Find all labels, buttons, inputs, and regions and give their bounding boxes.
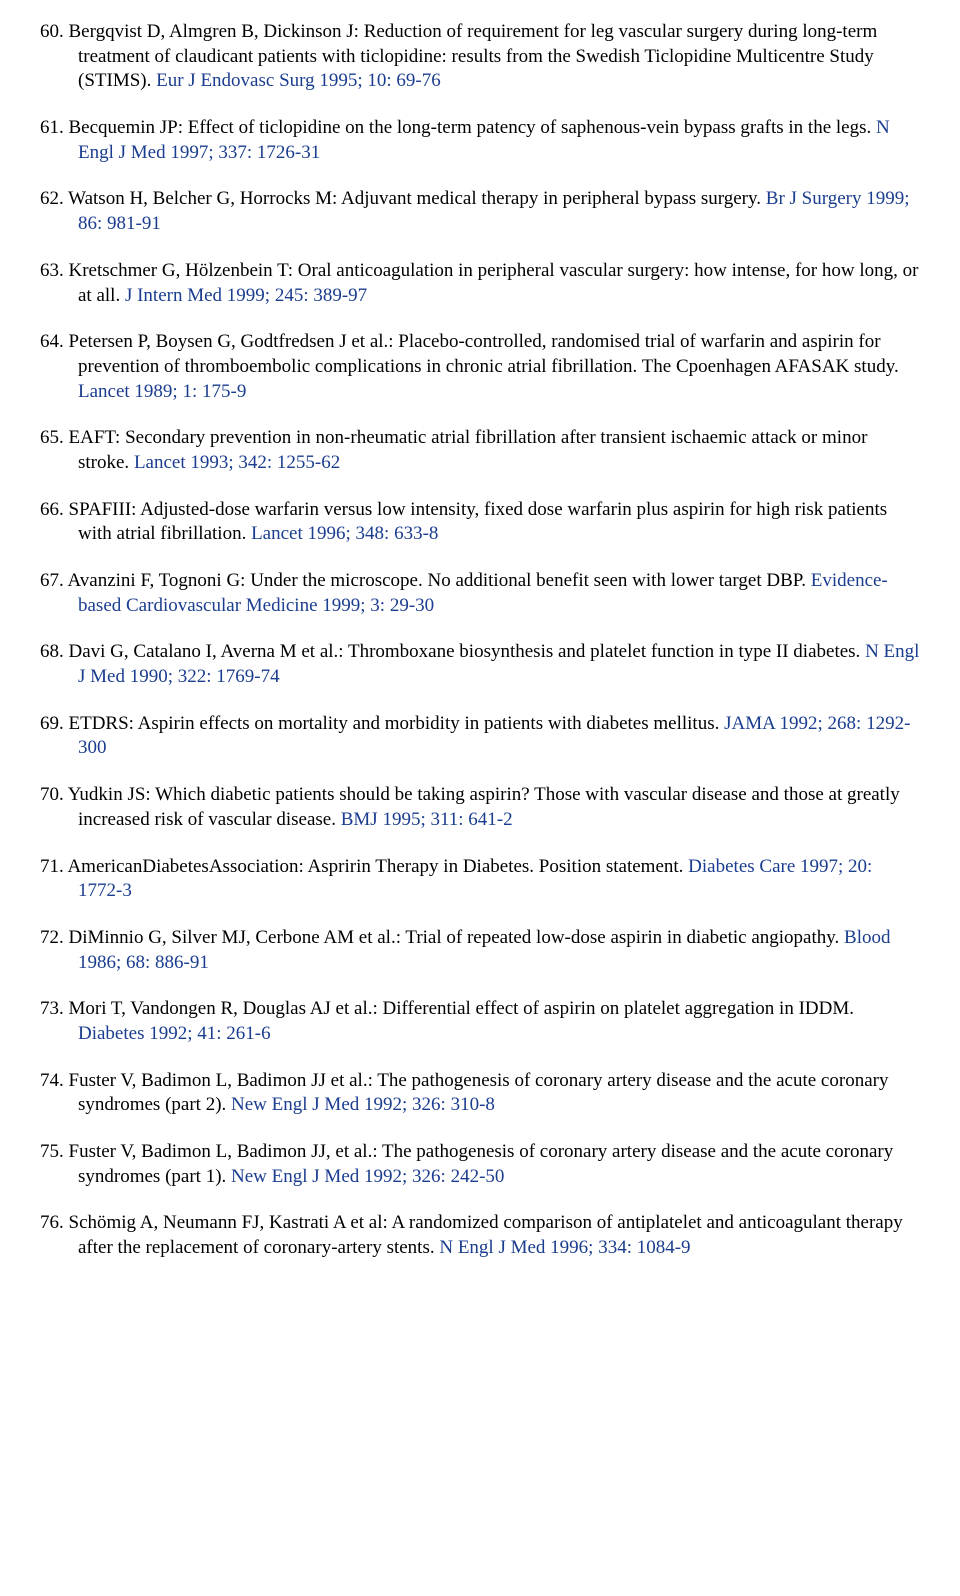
reference-item: 67. Avanzini F, Tognoni G: Under the mic…	[40, 569, 920, 618]
reference-number: 75.	[40, 1141, 64, 1162]
reference-item: 74. Fuster V, Badimon L, Badimon JJ et a…	[40, 1069, 920, 1118]
reference-text: AmericanDiabetesAssociation: Aspririn Th…	[67, 856, 688, 877]
reference-journal: Lancet 1996; 348: 633-8	[251, 523, 438, 544]
reference-item: 72. DiMinnio G, Silver MJ, Cerbone AM et…	[40, 926, 920, 975]
reference-item: 62. Watson H, Belcher G, Horrocks M: Adj…	[40, 187, 920, 236]
reference-journal: J Intern Med 1999; 245: 389-97	[125, 285, 367, 306]
reference-item: 61. Becquemin JP: Effect of ticlopidine …	[40, 116, 920, 165]
reference-journal: Lancet 1989; 1: 175-9	[78, 381, 246, 402]
reference-number: 72.	[40, 927, 64, 948]
reference-number: 71.	[40, 856, 64, 877]
reference-item: 71. AmericanDiabetesAssociation: Aspriri…	[40, 855, 920, 904]
reference-journal: Diabetes 1992; 41: 261-6	[78, 1023, 271, 1044]
reference-number: 69.	[40, 713, 64, 734]
reference-journal: N Engl J Med 1996; 334: 1084-9	[439, 1237, 690, 1258]
reference-number: 65.	[40, 427, 64, 448]
reference-item: 75. Fuster V, Badimon L, Badimon JJ, et …	[40, 1140, 920, 1189]
reference-journal: New Engl J Med 1992; 326: 310-8	[231, 1094, 495, 1115]
reference-text: Davi G, Catalano I, Averna M et al.: Thr…	[69, 641, 866, 662]
reference-item: 68. Davi G, Catalano I, Averna M et al.:…	[40, 640, 920, 689]
reference-number: 63.	[40, 260, 64, 281]
reference-number: 73.	[40, 998, 64, 1019]
reference-text: Watson H, Belcher G, Horrocks M: Adjuvan…	[68, 188, 766, 209]
reference-number: 60.	[40, 21, 64, 42]
reference-number: 74.	[40, 1070, 64, 1091]
reference-text: Becquemin JP: Effect of ticlopidine on t…	[69, 117, 876, 138]
reference-item: 69. ETDRS: Aspirin effects on mortality …	[40, 712, 920, 761]
reference-number: 64.	[40, 331, 64, 352]
reference-text: DiMinnio G, Silver MJ, Cerbone AM et al.…	[69, 927, 845, 948]
reference-number: 68.	[40, 641, 64, 662]
reference-item: 64. Petersen P, Boysen G, Godtfredsen J …	[40, 330, 920, 404]
reference-item: 66. SPAFIII: Adjusted-dose warfarin vers…	[40, 498, 920, 547]
reference-number: 76.	[40, 1212, 64, 1233]
reference-text: SPAFIII: Adjusted-dose warfarin versus l…	[69, 499, 888, 545]
reference-journal: BMJ 1995; 311: 641-2	[341, 809, 513, 830]
reference-number: 61.	[40, 117, 64, 138]
reference-journal: Lancet 1993; 342: 1255-62	[134, 452, 340, 473]
reference-item: 63. Kretschmer G, Hölzenbein T: Oral ant…	[40, 259, 920, 308]
reference-item: 73. Mori T, Vandongen R, Douglas AJ et a…	[40, 997, 920, 1046]
reference-item: 76. Schömig A, Neumann FJ, Kastrati A et…	[40, 1211, 920, 1260]
reference-number: 70.	[40, 784, 64, 805]
reference-text: Petersen P, Boysen G, Godtfredsen J et a…	[69, 331, 899, 377]
reference-journal: Eur J Endovasc Surg 1995; 10: 69-76	[156, 70, 441, 91]
reference-text: ETDRS: Aspirin effects on mortality and …	[69, 713, 725, 734]
reference-number: 67.	[40, 570, 64, 591]
reference-item: 70. Yudkin JS: Which diabetic patients s…	[40, 783, 920, 832]
reference-item: 65. EAFT: Secondary prevention in non-rh…	[40, 426, 920, 475]
reference-list: 60. Bergqvist D, Almgren B, Dickinson J:…	[40, 20, 920, 1261]
reference-item: 60. Bergqvist D, Almgren B, Dickinson J:…	[40, 20, 920, 94]
reference-journal: New Engl J Med 1992; 326: 242-50	[231, 1166, 504, 1187]
reference-number: 66.	[40, 499, 64, 520]
reference-text: Mori T, Vandongen R, Douglas AJ et al.: …	[69, 998, 855, 1019]
reference-number: 62.	[40, 188, 64, 209]
reference-text: Avanzini F, Tognoni G: Under the microsc…	[67, 570, 810, 591]
